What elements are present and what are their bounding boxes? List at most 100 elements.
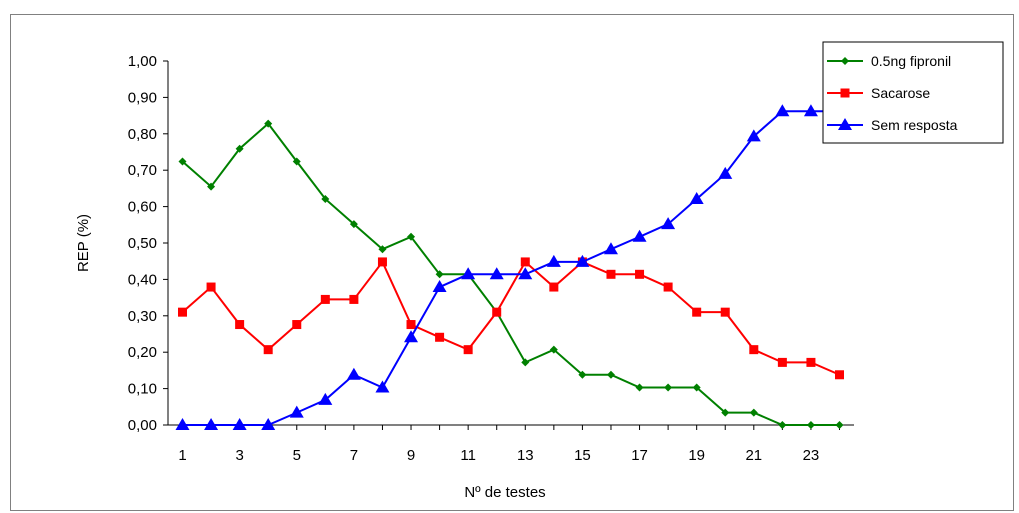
data-point [463,345,473,355]
data-point [204,418,219,430]
series-layer [175,104,847,430]
data-point [492,307,502,317]
data-point [289,405,304,418]
legend-label: 0.5ng fipronil [871,53,951,69]
data-point [664,383,673,392]
series-3 [175,104,847,430]
data-point [689,191,704,204]
data-point [718,166,733,179]
y-tick-label: 0,50 [128,235,157,252]
legend-swatch-marker [838,118,852,130]
data-point [320,294,330,304]
data-point [835,370,844,380]
x-tick-label: 17 [631,447,648,464]
data-point [378,245,387,254]
data-point [375,380,390,393]
y-tick-label: 0,00 [128,417,157,434]
data-point [261,418,276,430]
y-axis-title: REP (%) [75,214,92,272]
series-line [182,110,840,426]
data-point [432,280,447,293]
y-tick-label: 0,90 [128,89,157,106]
data-point [404,330,419,343]
y-tick-label: 0,70 [128,162,157,179]
data-point [407,232,416,241]
x-tick-label: 13 [517,447,534,464]
data-point [489,267,504,280]
data-point [435,332,445,342]
y-tick-label: 0,80 [128,126,157,143]
data-point [806,357,816,367]
data-point [663,282,673,292]
data-point [346,367,361,380]
data-point [749,345,759,355]
data-point [435,270,444,279]
legend-swatch-marker [841,57,849,65]
data-point [521,358,530,367]
legend-label: Sem resposta [871,117,958,133]
data-point [292,157,301,166]
series-line [181,259,840,376]
y-tick-label: 0,30 [128,308,157,325]
data-point [746,129,761,142]
x-tick-label: 21 [745,447,762,464]
data-point [232,418,247,430]
data-point [606,370,615,379]
x-axis-title: Nº de testes [464,484,545,501]
data-point [264,119,273,128]
y-tick-label: 1,00 [128,53,157,70]
data-point [549,345,558,354]
legend-label: Sacarose [871,85,930,101]
x-tick-label: 1 [178,447,186,464]
data-point [775,104,790,117]
data-point [235,144,244,153]
axes: 0,00 0,10 0,20 0,30 0,40 0,50 0,60 0,70 0,80 0,90… [128,53,854,464]
data-point [349,220,358,229]
series-2 [178,257,844,380]
data-point [461,267,476,280]
series-line [181,122,840,426]
data-point [632,229,647,242]
data-point [692,383,701,392]
data-point [377,257,387,267]
data-point [803,104,818,117]
data-point [720,307,730,317]
data-point [806,421,815,429]
data-point [606,269,616,279]
x-tick-label: 23 [803,447,820,464]
data-point [635,383,644,392]
y-tick-label: 0,60 [128,199,157,216]
x-tick-label: 5 [293,447,301,464]
x-tick-label: 9 [407,447,415,464]
x-tick-label: 15 [574,447,591,464]
data-point [321,194,330,203]
data-point [692,307,702,317]
data-point [235,320,245,330]
x-tick-label: 19 [688,447,705,464]
x-tick-label: 3 [235,447,243,464]
data-point [207,182,216,191]
data-point [263,345,273,355]
data-point [318,392,333,405]
legend-swatch-marker [840,88,850,98]
y-tick-label: 0,20 [128,344,157,361]
data-point [635,269,645,279]
x-tick-label: 7 [350,447,358,464]
data-point [206,282,216,292]
data-point [518,267,533,280]
data-point [549,282,559,292]
data-point [406,320,416,330]
data-point [175,418,190,430]
data-point [835,421,844,429]
y-tick-label: 0,40 [128,271,157,288]
data-point [661,217,676,230]
data-point [575,254,590,267]
data-point [721,408,730,417]
data-point [178,157,187,166]
data-point [777,357,787,367]
data-point [349,294,359,304]
data-point [749,408,758,417]
y-tick-label: 0,10 [128,381,157,398]
data-point [578,370,587,379]
